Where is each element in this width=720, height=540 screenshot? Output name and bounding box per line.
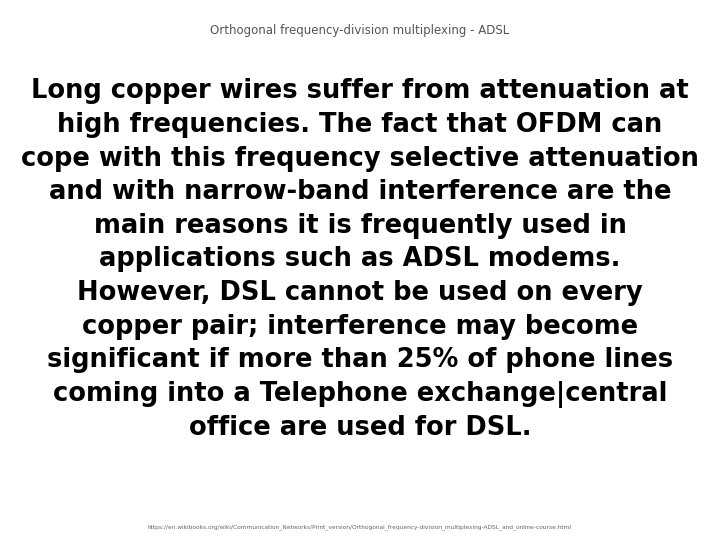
Text: Long copper wires suffer from attenuation at
high frequencies. The fact that OFD: Long copper wires suffer from attenuatio… — [21, 78, 699, 441]
Text: https://en.wikibooks.org/wiki/Communication_Networks/Print_version/Orthogonal_fr: https://en.wikibooks.org/wiki/Communicat… — [148, 524, 572, 530]
Text: Orthogonal frequency-division multiplexing - ADSL: Orthogonal frequency-division multiplexi… — [210, 24, 510, 37]
